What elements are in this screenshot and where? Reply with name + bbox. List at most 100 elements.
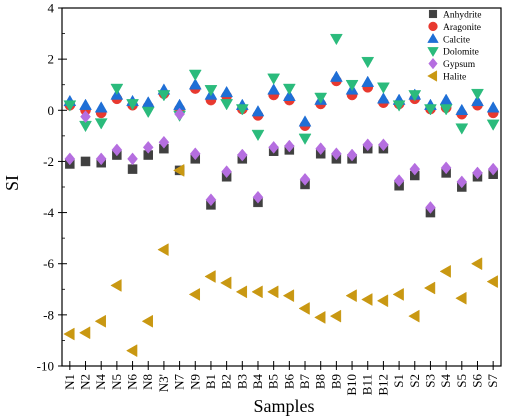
point-gypsum <box>142 140 154 154</box>
y-tick-label: -8 <box>43 307 54 322</box>
x-tick-label: B6 <box>281 374 296 390</box>
point-dolomite <box>251 129 265 142</box>
point-dolomite <box>329 33 343 46</box>
point-gypsum <box>456 175 468 189</box>
point-dolomite <box>235 104 249 116</box>
x-tick-label: N4 <box>93 374 108 390</box>
data-marks <box>63 33 500 358</box>
point-dolomite <box>314 92 328 105</box>
point-gypsum <box>236 148 248 162</box>
y-axis-title: SI <box>2 175 22 191</box>
point-halite <box>220 276 232 290</box>
x-tick-label: S4 <box>438 374 453 388</box>
point-halite <box>79 326 91 340</box>
point-gypsum <box>158 135 170 149</box>
point-calcite <box>79 98 92 110</box>
point-dolomite <box>157 90 171 102</box>
point-dolomite <box>220 99 234 111</box>
point-dolomite <box>455 123 469 135</box>
x-tick-label: N5 <box>109 374 124 390</box>
point-gypsum <box>331 147 342 161</box>
x-tick-label: S2 <box>407 374 422 388</box>
point-dolomite <box>267 73 281 85</box>
x-tick-label: B7 <box>297 374 312 390</box>
point-gypsum <box>378 138 389 152</box>
point-gypsum <box>111 143 123 157</box>
legend-marker-anhydrite <box>428 9 438 19</box>
x-tick-label: S1 <box>391 374 406 388</box>
point-dolomite <box>188 69 202 81</box>
point-halite <box>314 310 326 324</box>
point-dolomite <box>471 88 484 101</box>
x-tick-label: B3 <box>234 374 249 389</box>
point-halite <box>361 293 373 306</box>
point-halite <box>94 314 106 328</box>
point-halite <box>455 291 467 305</box>
point-halite <box>267 285 279 299</box>
point-halite <box>110 279 122 292</box>
point-halite <box>345 289 357 303</box>
point-gypsum <box>487 162 499 176</box>
point-halite <box>439 264 451 278</box>
point-dolomite <box>361 56 375 69</box>
point-calcite <box>439 93 453 105</box>
point-calcite <box>471 94 484 107</box>
point-dolomite <box>392 100 406 112</box>
point-halite <box>235 285 248 299</box>
series-dolomite <box>63 33 500 145</box>
point-gypsum <box>189 147 201 161</box>
point-gypsum <box>174 107 185 121</box>
legend-marker-calcite <box>427 33 439 43</box>
legend-label-aragonite: Aragonite <box>443 23 481 33</box>
x-tick-label: S6 <box>469 374 484 388</box>
series-halite <box>63 163 498 358</box>
point-gypsum <box>205 193 217 207</box>
x-tick-label: N1 <box>62 374 77 390</box>
x-tick-label: N9 <box>187 374 202 390</box>
x-tick-label: B11 <box>360 374 375 395</box>
point-halite <box>408 309 420 323</box>
series-gypsum <box>64 107 499 214</box>
point-gypsum <box>393 174 405 187</box>
point-halite <box>63 327 75 341</box>
point-halite <box>173 163 185 177</box>
point-halite <box>251 285 263 299</box>
x-tick-label: N7 <box>172 374 187 390</box>
point-gypsum <box>284 139 295 153</box>
point-calcite <box>376 92 390 104</box>
point-dolomite <box>110 83 124 96</box>
point-gypsum <box>80 110 91 124</box>
point-calcite <box>267 83 281 95</box>
point-calcite <box>329 70 343 82</box>
legend-label-dolomite: Dolomite <box>443 48 479 58</box>
point-gypsum <box>64 152 76 166</box>
point-calcite <box>455 103 469 116</box>
point-calcite <box>251 105 265 117</box>
point-gypsum <box>268 140 279 154</box>
point-gypsum <box>425 201 436 214</box>
point-halite <box>141 314 153 328</box>
point-calcite <box>141 96 155 108</box>
point-dolomite <box>141 106 155 119</box>
legend-label-halite: Halite <box>443 73 466 83</box>
point-anhydrite <box>127 164 138 174</box>
point-dolomite <box>408 90 422 102</box>
legend-label-calcite: Calcite <box>443 35 470 45</box>
point-calcite <box>298 115 312 127</box>
point-calcite <box>188 78 202 90</box>
x-tick-label: B8 <box>313 374 328 389</box>
point-halite <box>188 287 201 301</box>
point-dolomite <box>126 99 139 111</box>
point-dolomite <box>345 79 359 92</box>
point-halite <box>126 344 138 358</box>
point-gypsum <box>362 138 374 152</box>
point-dolomite <box>282 83 296 96</box>
y-tick-label: 0 <box>48 103 55 118</box>
point-gypsum <box>346 148 358 162</box>
point-dolomite <box>63 100 77 112</box>
y-tick-label: 4 <box>48 1 55 16</box>
point-halite <box>470 257 483 271</box>
x-tick-label: B10 <box>344 374 359 396</box>
point-gypsum <box>221 165 232 179</box>
x-tick-label: B4 <box>250 374 265 390</box>
